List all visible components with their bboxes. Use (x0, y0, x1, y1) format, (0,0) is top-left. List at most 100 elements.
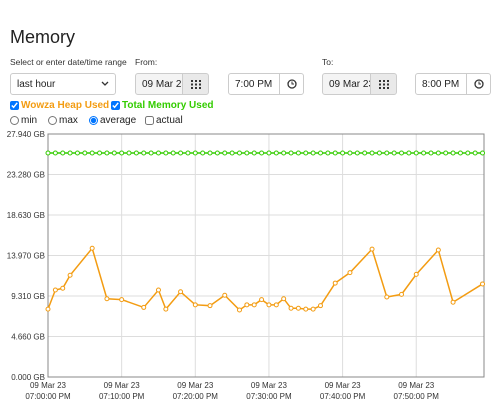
point (384, 294, 390, 300)
series-toggle[interactable]: Total Memory Used (111, 100, 214, 111)
to-time-button[interactable] (466, 73, 491, 95)
point (222, 150, 228, 156)
point (185, 150, 191, 156)
y-tick-label: 23.280 GB (7, 171, 45, 180)
from-time-button[interactable] (279, 73, 304, 95)
from-label: From: (135, 57, 158, 67)
point (141, 150, 147, 156)
point (97, 150, 103, 156)
point (178, 289, 184, 295)
series-line (47, 246, 483, 312)
radio[interactable] (48, 116, 57, 125)
point (340, 150, 346, 156)
chart: 0.000 GB 4.660 GB 9.310 GB 13.970 GB 18.630 … (7, 130, 486, 401)
x-tick-label-line: 09 Mar 23 (325, 381, 362, 390)
point (229, 150, 235, 156)
x-tick-label-line: 09 Mar 23 (104, 381, 141, 390)
x-tick-label-line: 09 Mar 23 (398, 381, 435, 390)
point (465, 150, 471, 156)
point (325, 150, 331, 156)
point (406, 150, 412, 156)
point (60, 150, 66, 156)
y-tick-label: 18.630 GB (7, 211, 45, 220)
point (376, 150, 382, 156)
point (354, 150, 360, 156)
series-toggle[interactable]: Wowza Heap Used (10, 100, 109, 111)
point (413, 150, 419, 156)
aggregation-option[interactable]: max (48, 115, 78, 126)
to-label: To: (322, 57, 334, 67)
point (273, 150, 279, 156)
point (399, 291, 405, 297)
point (303, 306, 309, 312)
point (89, 245, 95, 251)
x-tick-label-line: 09 Mar 23 (177, 381, 214, 390)
checkbox[interactable] (10, 101, 19, 110)
point (281, 296, 287, 302)
point (332, 280, 338, 286)
point (413, 271, 419, 277)
option-label: average (100, 115, 137, 126)
point (236, 307, 242, 313)
from-date-button[interactable] (182, 73, 209, 95)
aggregation-option[interactable]: min (10, 115, 37, 126)
point (67, 150, 73, 156)
point (163, 150, 169, 156)
point (89, 150, 95, 156)
y-tick-label: 13.970 GB (7, 252, 45, 261)
x-tick-label-line: 09 Mar 23 (251, 381, 288, 390)
point (295, 305, 301, 311)
checkbox[interactable] (111, 101, 120, 110)
from-date-input[interactable]: 09 Mar 23 (135, 73, 183, 95)
point (347, 270, 353, 276)
point (104, 296, 110, 302)
aggregation-option[interactable]: average (89, 115, 136, 126)
point (457, 150, 463, 156)
point (133, 150, 139, 156)
point (155, 150, 161, 156)
point (435, 247, 441, 253)
to-date-input[interactable]: 09 Mar 23 (322, 73, 371, 95)
point (214, 150, 220, 156)
x-tick-label: 09 Mar 23 07:20:00 PM (173, 381, 219, 401)
radio[interactable] (89, 116, 98, 125)
preset-value: last hour (17, 78, 56, 90)
point (332, 150, 338, 156)
checkbox[interactable] (145, 116, 154, 125)
point (391, 150, 397, 156)
point (259, 150, 265, 156)
dropdown-arrow (101, 81, 109, 86)
x-tick-label-line: 09 Mar 23 (30, 381, 67, 390)
point (259, 297, 265, 303)
from-time-input[interactable]: 7:00 PM (228, 73, 280, 95)
point (111, 150, 117, 156)
point (435, 150, 441, 156)
x-tick-label-line: 07:30:00 PM (246, 392, 292, 401)
point (443, 150, 449, 156)
to-time-input[interactable]: 8:00 PM (415, 73, 467, 95)
aggregation-option[interactable]: actual (145, 115, 183, 126)
point (45, 306, 51, 312)
y-tick-label: 0.000 GB (11, 373, 45, 382)
to-date: 09 Mar 23 (329, 78, 371, 90)
point (60, 285, 66, 291)
to-date-button[interactable] (370, 73, 397, 95)
point (472, 150, 478, 156)
x-tick-label: 09 Mar 23 07:10:00 PM (99, 381, 145, 401)
point (119, 150, 125, 156)
point (52, 287, 58, 293)
point (450, 299, 456, 305)
point (318, 303, 323, 309)
point (421, 150, 427, 156)
x-tick-label-line: 07:00:00 PM (25, 392, 71, 401)
legend-label: Wowza Heap Used (21, 100, 110, 111)
preset-select[interactable]: last hour (10, 73, 116, 95)
option-label: max (59, 115, 78, 126)
point (170, 150, 176, 156)
radio[interactable] (10, 116, 19, 125)
point (480, 281, 486, 287)
point (347, 150, 353, 156)
page-title: Memory (10, 27, 76, 47)
point (155, 287, 161, 293)
